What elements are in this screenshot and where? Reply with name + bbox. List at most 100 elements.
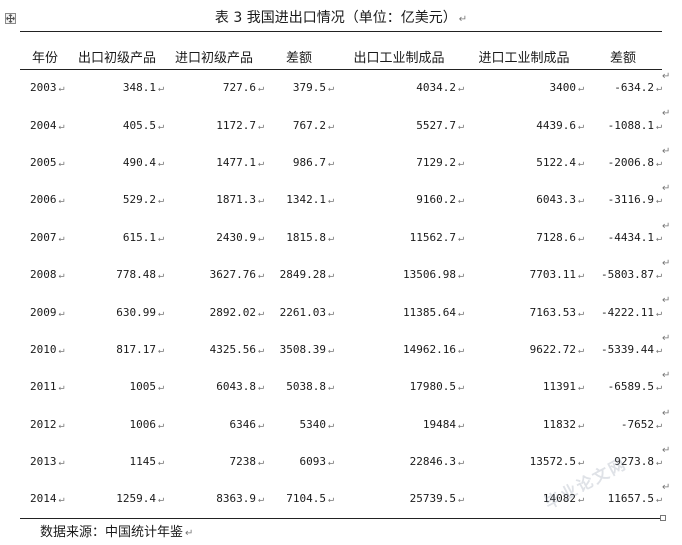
table-row: 2012 ↵ 1006 ↵ 6346 ↵ 5340 ↵ 19484 ↵ 11832 ↵ -7652 ↵	[20, 406, 662, 443]
cell-value: 2010	[30, 342, 57, 356]
cell-value: 2014	[30, 492, 57, 506]
cell-end-mark-icon: ↵	[327, 419, 334, 431]
import-manufactured-cell: 5122.4 ↵	[464, 144, 584, 181]
import-primary-cell: 6043.8 ↵	[164, 368, 264, 405]
row-end-mark-icon: ↵	[662, 407, 671, 419]
cell-value: 1259.4	[116, 492, 156, 506]
cell-end-mark-icon: ↵	[327, 83, 334, 95]
balance-manufactured-cell: -5339.44 ↵	[584, 331, 662, 368]
cell-value: 13506.98	[402, 268, 456, 282]
cell-end-mark-icon: ↵	[58, 382, 65, 394]
cell-end-mark-icon: ↵	[157, 344, 164, 356]
cell-value: 2004	[30, 118, 57, 132]
cell-value: 2011	[30, 380, 57, 394]
import-primary-cell: 1172.7 ↵	[164, 106, 264, 143]
cell-end-mark-icon: ↵	[327, 344, 334, 356]
cell-value: 6093	[299, 455, 326, 469]
cell-value: 9273.8	[614, 455, 654, 469]
paragraph-mark-icon: ↵	[458, 14, 468, 25]
export-primary-cell: 1005 ↵	[70, 368, 164, 405]
cell-value: 11562.7	[409, 230, 456, 244]
cell-end-mark-icon: ↵	[257, 157, 264, 169]
import-primary-cell: 4325.56 ↵	[164, 331, 264, 368]
export-manufactured-cell: 25739.5 ↵	[334, 480, 464, 517]
table-row: 2014 ↵ 1259.4 ↵ 8363.9 ↵ 7104.5 ↵ 25739.5 ↵ 14082 ↵…	[20, 480, 662, 517]
cell-value: 2430.9	[216, 230, 256, 244]
cell-end-mark-icon: ↵	[257, 270, 264, 282]
cell-value: 767.2	[292, 118, 326, 132]
header-export-manufactured: 出口工业制成品	[353, 51, 445, 66]
import-manufactured-cell: 6043.3 ↵	[464, 181, 584, 218]
cell-value: 2849.28	[279, 268, 326, 282]
cell-value: -634.2	[614, 81, 654, 95]
balance-manufactured-cell: -2006.8 ↵	[584, 144, 662, 181]
cell-end-mark-icon: ↵	[58, 494, 65, 506]
table-row: 2007 ↵ 615.1 ↵ 2430.9 ↵ 1815.8 ↵ 11562.7 ↵ 7128.6 ↵…	[20, 219, 662, 256]
import-primary-cell: 7238 ↵	[164, 443, 264, 480]
year-cell: 2013 ↵	[20, 443, 70, 480]
cell-value: -6589.5	[607, 380, 654, 394]
cell-end-mark-icon: ↵	[457, 270, 464, 282]
cell-end-mark-icon: ↵	[577, 457, 584, 469]
export-manufactured-cell: 22846.3 ↵	[334, 443, 464, 480]
cell-value: 22846.3	[409, 455, 456, 469]
table-header-rule	[20, 69, 662, 70]
source-note: 数据来源：中国统计年鉴 ↵	[40, 524, 193, 543]
cell-end-mark-icon: ↵	[157, 307, 164, 319]
cell-end-mark-icon: ↵	[457, 382, 464, 394]
cell-end-mark-icon: ↵	[157, 457, 164, 469]
cell-end-mark-icon: ↵	[257, 344, 264, 356]
export-manufactured-cell: 5527.7 ↵	[334, 106, 464, 143]
row-end-mark-icon: ↵	[662, 370, 671, 382]
balance-primary-cell: 2849.28 ↵	[264, 256, 334, 293]
cell-value: 1172.7	[216, 118, 256, 132]
import-primary-cell: 1477.1 ↵	[164, 144, 264, 181]
balance-primary-cell: 2261.03 ↵	[264, 293, 334, 330]
row-end-mark-icon: ↵	[662, 444, 671, 456]
table-resize-handle[interactable]	[660, 515, 666, 521]
header-row: 年份 出口初级产品 进口初级产品 差额 出口工业制成品 进口工业制成品 差额	[20, 44, 662, 69]
table-bottom-rule	[20, 518, 662, 519]
cell-end-mark-icon: ↵	[655, 157, 662, 169]
balance-primary-cell: 1815.8 ↵	[264, 219, 334, 256]
table-row: 2011 ↵ 1005 ↵ 6043.8 ↵ 5038.8 ↵ 17980.5 ↵ 11391 ↵ -6…	[20, 368, 662, 405]
import-primary-cell: 3627.76 ↵	[164, 256, 264, 293]
cell-value: 9160.2	[416, 193, 456, 207]
cell-end-mark-icon: ↵	[577, 120, 584, 132]
export-manufactured-cell: 13506.98 ↵	[334, 256, 464, 293]
import-manufactured-cell: 11391 ↵	[464, 368, 584, 405]
cell-end-mark-icon: ↵	[157, 232, 164, 244]
cell-end-mark-icon: ↵	[655, 120, 662, 132]
row-end-mark-icon: ↵	[662, 257, 671, 269]
cell-value: 25739.5	[409, 492, 456, 506]
import-manufactured-cell: 7128.6 ↵	[464, 219, 584, 256]
cell-end-mark-icon: ↵	[655, 195, 662, 207]
table-row: 2008 ↵ 778.48 ↵ 3627.76 ↵ 2849.28 ↵ 13506.98 ↵ 770…	[20, 256, 662, 293]
cell-end-mark-icon: ↵	[58, 457, 65, 469]
cell-value: 1005	[129, 380, 156, 394]
import-primary-cell: 8363.9 ↵	[164, 480, 264, 517]
header-import-primary: 进口初级产品	[174, 51, 253, 66]
cell-value: 14082	[542, 492, 576, 506]
cell-value: 5527.7	[416, 118, 456, 132]
cell-end-mark-icon: ↵	[58, 419, 65, 431]
cell-end-mark-icon: ↵	[457, 494, 464, 506]
balance-manufactured-cell: -4222.11 ↵	[584, 293, 662, 330]
cell-value: 4034.2	[416, 81, 456, 95]
table-move-handle[interactable]	[5, 13, 16, 24]
cell-end-mark-icon: ↵	[457, 232, 464, 244]
cell-end-mark-icon: ↵	[157, 195, 164, 207]
cell-end-mark-icon: ↵	[327, 120, 334, 132]
cell-end-mark-icon: ↵	[257, 83, 264, 95]
cell-end-mark-icon: ↵	[655, 457, 662, 469]
export-manufactured-cell: 9160.2 ↵	[334, 181, 464, 218]
year-cell: 2009 ↵	[20, 293, 70, 330]
cell-value: 529.2	[122, 193, 156, 207]
cell-end-mark-icon: ↵	[577, 494, 584, 506]
cell-value: 3508.39	[279, 342, 326, 356]
cell-value: -5803.87	[600, 268, 654, 282]
balance-primary-cell: 379.5 ↵	[264, 69, 334, 106]
move-arrows-icon	[6, 14, 15, 23]
year-cell: 2004 ↵	[20, 106, 70, 143]
cell-end-mark-icon: ↵	[457, 83, 464, 95]
